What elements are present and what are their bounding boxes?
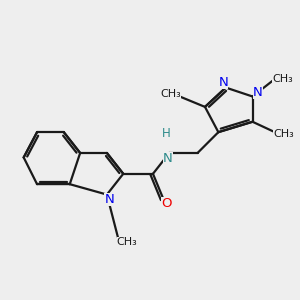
Text: CH₃: CH₃ xyxy=(117,237,137,247)
Text: CH₃: CH₃ xyxy=(273,129,294,139)
Text: O: O xyxy=(161,197,172,210)
Text: CH₃: CH₃ xyxy=(272,74,292,84)
Text: H: H xyxy=(162,127,171,140)
Text: N: N xyxy=(218,76,228,89)
Text: N: N xyxy=(104,194,114,206)
Text: N: N xyxy=(253,86,263,99)
Text: CH₃: CH₃ xyxy=(160,88,181,98)
Text: N: N xyxy=(163,152,173,165)
